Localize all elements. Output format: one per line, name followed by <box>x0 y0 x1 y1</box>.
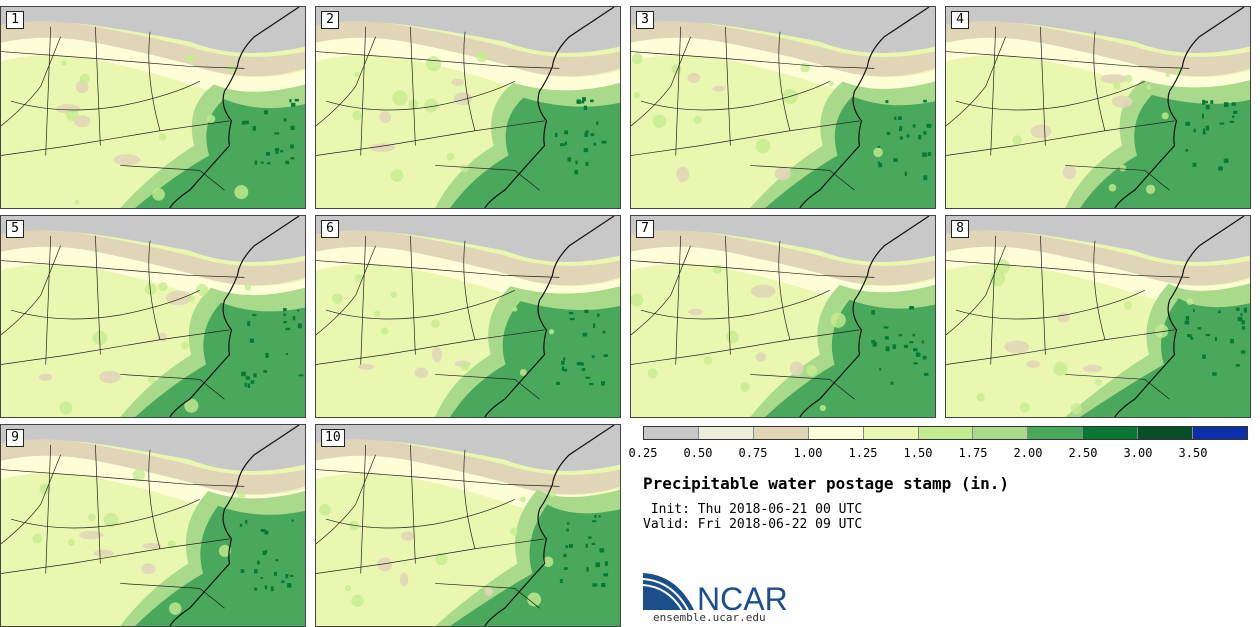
colorbar-swatch <box>1138 427 1194 439</box>
colorbar-tick-label: 0.50 <box>683 446 713 460</box>
colorbar <box>643 426 1248 440</box>
colorbar-tick-label: 3.50 <box>1178 446 1208 460</box>
map-field <box>631 216 935 417</box>
colorbar-tick-label: 1.25 <box>848 446 878 460</box>
map-panel[interactable]: 1 <box>0 6 306 209</box>
init-time: Init: Thu 2018-06-21 00 UTC <box>643 502 863 517</box>
colorbar-tick-label: 0.25 <box>628 446 658 460</box>
panel-label: 3 <box>636 11 654 29</box>
colorbar-tick-label: 1.75 <box>958 446 988 460</box>
panel-label: 4 <box>951 11 969 29</box>
panel-label: 2 <box>321 11 339 29</box>
map-panel[interactable]: 4 <box>945 6 1251 209</box>
map-panel[interactable]: 3 <box>630 6 936 209</box>
colorbar-tick-label: 0.75 <box>738 446 768 460</box>
colorbar-swatch <box>753 427 809 439</box>
map-field <box>631 7 935 208</box>
colorbar-swatch <box>1028 427 1084 439</box>
colorbar-tick-label: 3.00 <box>1123 446 1153 460</box>
colorbar-tick-label: 1.50 <box>903 446 933 460</box>
ncar-logo: NCAR <box>642 573 788 614</box>
logo-text: NCAR <box>697 581 788 614</box>
map-field <box>946 7 1250 208</box>
colorbar-swatch <box>698 427 754 439</box>
panel-label: 7 <box>636 220 654 238</box>
panel-label: 1 <box>6 11 24 29</box>
colorbar-swatch <box>808 427 864 439</box>
map-field <box>316 425 620 626</box>
map-panel[interactable]: 5 <box>0 215 306 418</box>
map-field <box>1 425 305 626</box>
colorbar-tick-label: 2.50 <box>1068 446 1098 460</box>
colorbar-swatch <box>1193 427 1247 439</box>
map-panel[interactable]: 8 <box>945 215 1251 418</box>
panel-label: 8 <box>951 220 969 238</box>
colorbar-swatch <box>1083 427 1139 439</box>
map-panel[interactable]: 9 <box>0 424 306 627</box>
figure-title: Precipitable water postage stamp (in.) <box>643 474 1010 493</box>
logo-url: ensemble.ucar.edu <box>653 611 766 624</box>
map-panel[interactable]: 2 <box>315 6 621 209</box>
map-panel[interactable]: 7 <box>630 215 936 418</box>
panel-label: 9 <box>6 429 24 447</box>
map-field <box>946 216 1250 417</box>
map-panel[interactable]: 10 <box>315 424 621 627</box>
valid-time: Valid: Fri 2018-06-22 09 UTC <box>643 517 863 532</box>
colorbar-tick-label: 1.00 <box>793 446 823 460</box>
colorbar-swatch <box>918 427 974 439</box>
panel-label: 6 <box>321 220 339 238</box>
map-field <box>316 216 620 417</box>
panel-label: 5 <box>6 220 24 238</box>
colorbar-swatch <box>644 427 699 439</box>
map-panel[interactable]: 6 <box>315 215 621 418</box>
map-field <box>1 7 305 208</box>
logo-swoosh-icon <box>643 573 694 610</box>
map-field <box>1 216 305 417</box>
colorbar-swatch <box>973 427 1029 439</box>
colorbar-tick-label: 2.00 <box>1013 446 1043 460</box>
panel-label: 10 <box>321 429 345 447</box>
colorbar-swatch <box>863 427 919 439</box>
map-field <box>316 7 620 208</box>
